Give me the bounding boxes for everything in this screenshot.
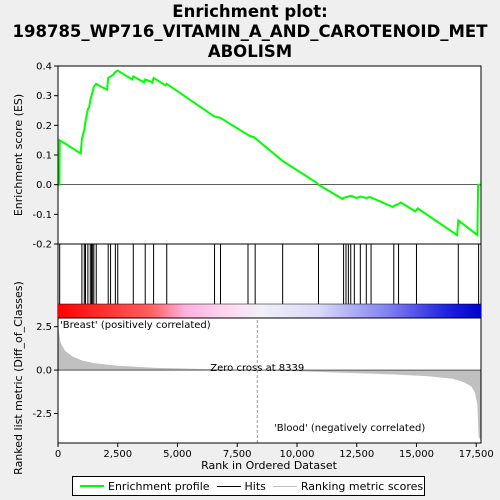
legend-label-hits: Hits — [244, 479, 266, 493]
es-y-tick-label: 0.3 — [36, 91, 52, 102]
enrichment-profile-line — [58, 69, 481, 238]
metric-x-tick-label: 10,000 — [279, 449, 314, 460]
es-y-ticks: -0.2 -0.1 0.0 0.1 0.2 0.3 0.4 — [32, 62, 58, 251]
metric-y-axis-label: Ranked list metric (Diff_of_Classes) — [12, 281, 25, 475]
metric-x-tick-label: 0 — [55, 449, 61, 460]
chart-title-line-1: Enrichment plot: — [172, 2, 328, 21]
metric-x-tick-label: 7,500 — [223, 449, 252, 460]
metric-panel: Zero cross at 8339 'Breast' (positively … — [12, 281, 494, 475]
metric-y-tick-label: 2.5 — [36, 322, 52, 333]
legend-item-enrichment-profile: Enrichment profile — [80, 480, 210, 493]
positive-correlation-label: 'Breast' (positively correlated) — [60, 320, 211, 331]
metric-plot-frame — [57, 317, 482, 444]
metric-x-tick-label: 15,000 — [399, 449, 434, 460]
chart-title-line-2: 198785_WP716_VITAMIN_A_AND_CAROTENOID_ME… — [12, 22, 488, 41]
rank-heatmap-bar — [58, 304, 481, 318]
metric-x-tick-label: 2,500 — [103, 449, 132, 460]
chart-legend: Enrichment profile Hits Ranking metric s… — [72, 476, 425, 496]
negative-correlation-label: 'Blood' (negatively correlated) — [274, 423, 425, 434]
chart-title: Enrichment plot: 198785_WP716_VITAMIN_A_… — [0, 2, 500, 62]
es-plot-area — [58, 66, 481, 244]
hit-lines — [59, 244, 480, 304]
es-y-tick-label: 0.2 — [36, 121, 52, 132]
metric-x-ticks: 0 2,500 5,000 7,500 10,000 12,500 15,000 17,500 — [55, 443, 494, 460]
es-y-tick-label: 0.4 — [36, 62, 52, 73]
es-y-tick-label: -0.2 — [32, 240, 52, 251]
metric-x-tick-label: 5,000 — [163, 449, 192, 460]
legend-item-ranking-metric: Ranking metric scores — [272, 479, 424, 493]
legend-swatch-ranking-metric — [272, 485, 297, 487]
legend-swatch-enrichment-profile — [80, 485, 104, 487]
es-y-axis-label: Enrichment score (ES) — [12, 94, 25, 216]
legend-label-ranking-metric: Ranking metric scores — [300, 479, 424, 493]
metric-x-axis-label: Rank in Ordered Dataset — [201, 459, 338, 472]
legend-swatch-hits — [216, 485, 241, 487]
legend-item-hits: Hits — [216, 479, 266, 493]
es-y-tick-label: 0.0 — [36, 180, 52, 191]
metric-x-tick-label: 17,500 — [459, 449, 494, 460]
metric-y-ticks: -2.5 0.0 2.5 — [32, 322, 58, 420]
hits-panel — [57, 243, 482, 319]
metric-plot-area — [58, 318, 481, 443]
es-y-tick-label: -0.1 — [32, 210, 52, 221]
es-panel: -0.2 -0.1 0.0 0.1 0.2 0.3 0.4 Enrichment score… — [12, 62, 482, 251]
es-y-tick-label: 0.1 — [36, 151, 52, 162]
chart-title-line-3: ABOLISM — [207, 42, 293, 61]
metric-y-tick-label: 0.0 — [36, 366, 52, 377]
zero-cross-label: Zero cross at 8339 — [210, 363, 304, 374]
legend-label-enrichment-profile: Enrichment profile — [108, 479, 210, 493]
metric-x-tick-label: 12,500 — [339, 449, 374, 460]
metric-y-tick-label: -2.5 — [32, 409, 52, 420]
